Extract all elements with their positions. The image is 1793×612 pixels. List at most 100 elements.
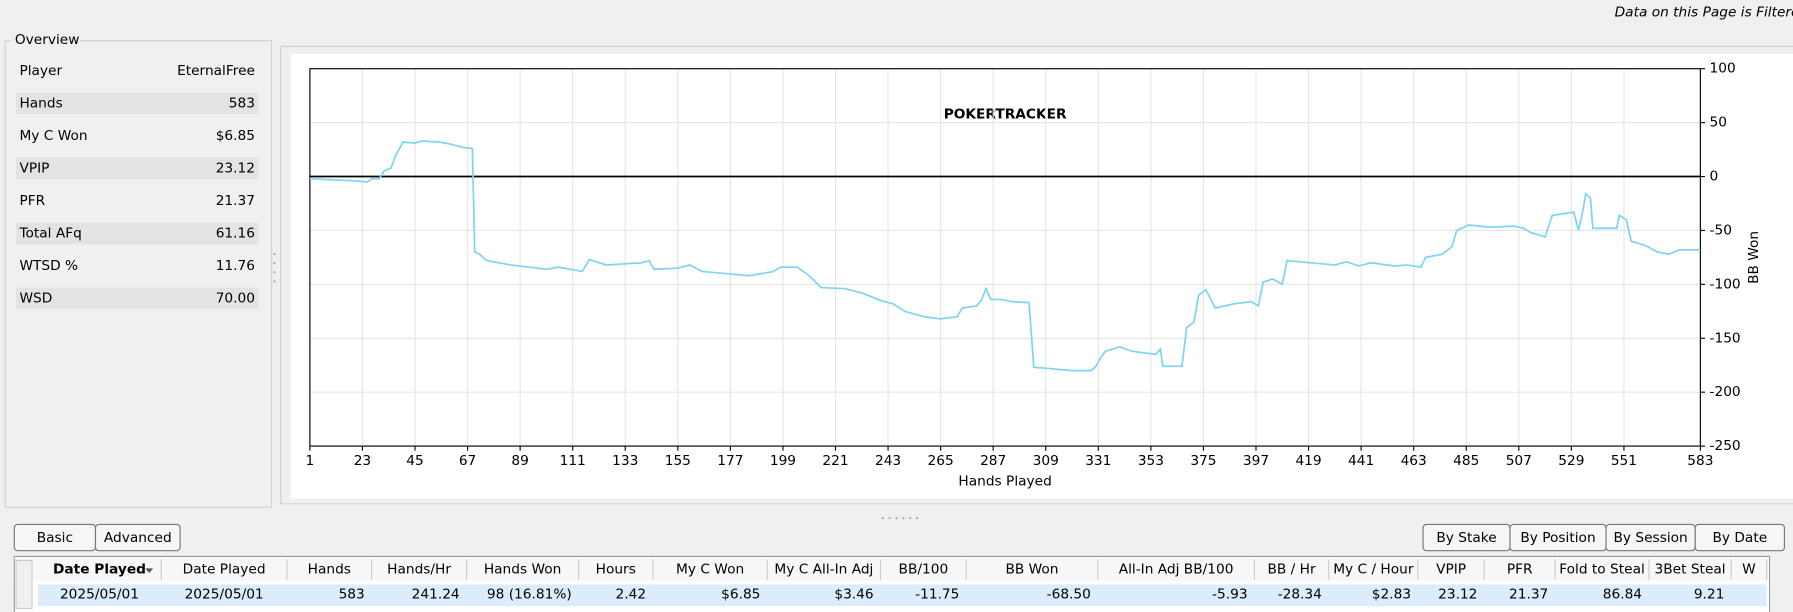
x-tick-label: 23 [354, 453, 371, 469]
x-tick-label: 265 [928, 453, 954, 469]
row-bg[interactable] [37, 584, 1767, 607]
column-header[interactable]: BB / Hr [1268, 562, 1316, 578]
x-axis-label: Hands Played [958, 474, 1051, 490]
x-tick-label: 463 [1401, 453, 1427, 469]
stat-value: 583 [229, 95, 255, 111]
row-bg [16, 92, 259, 115]
x-tick-label: 287 [980, 453, 1006, 469]
x-tick-label: 583 [1687, 453, 1713, 469]
stat-value: 21.37 [216, 193, 255, 209]
cell: -28.34 [1278, 587, 1322, 603]
cell: 2025/05/01 [185, 587, 264, 603]
cell: 9.21 [1694, 587, 1725, 603]
header-bg [14, 556, 1769, 582]
row-indicator [15, 559, 33, 610]
column-header[interactable]: 3Bet Steal [1655, 562, 1726, 578]
button-label[interactable]: Advanced [104, 530, 172, 546]
button[interactable] [94, 523, 181, 552]
controls: Basic Advanced By Stake By Position By Sessi… [13, 523, 1785, 612]
button-label[interactable]: By Date [1712, 530, 1767, 546]
column-header[interactable]: Hands/Hr [387, 562, 451, 578]
stat-label: Player [19, 63, 62, 79]
column-header[interactable]: BB Won [1005, 562, 1058, 578]
cell: 2.42 [616, 587, 647, 603]
cell: 583 [339, 587, 365, 603]
legend-bg [11, 32, 81, 49]
column-header[interactable]: My C Won [676, 562, 744, 578]
y-tick-label: 0 [1710, 169, 1719, 185]
button-label[interactable]: By Session [1614, 530, 1688, 546]
x-tick-label: 375 [1190, 453, 1216, 469]
stat-label: WTSD % [19, 258, 78, 274]
cell: 21.37 [1509, 587, 1548, 603]
row-bg [16, 157, 259, 180]
x-tick-label: 221 [822, 453, 848, 469]
stat-label: WSD [19, 290, 52, 306]
x-tick-label: 45 [406, 453, 423, 469]
y-tick-label: -50 [1710, 222, 1732, 238]
cell: 98 (16.81%) [487, 587, 572, 603]
button-label[interactable]: Basic [37, 530, 73, 546]
stat-label: My C Won [19, 128, 87, 144]
button-label[interactable]: By Stake [1436, 530, 1496, 546]
column-header[interactable]: Date Played [183, 562, 266, 578]
column-header[interactable]: VPIP [1436, 562, 1466, 578]
column-header[interactable]: My C / Hour [1333, 562, 1414, 578]
column-header[interactable]: Hours [596, 562, 636, 578]
y-tick-label: -100 [1710, 276, 1741, 292]
x-tick-label: 177 [717, 453, 743, 469]
x-tick-label: 1 [306, 453, 315, 469]
column-header[interactable]: W [1742, 562, 1756, 578]
row-bg [16, 287, 259, 310]
x-tick-label: 309 [1033, 453, 1059, 469]
column-header[interactable]: Hands [308, 562, 351, 578]
column-header[interactable]: Fold to Steal [1559, 562, 1645, 578]
stat-value: 11.76 [216, 258, 255, 274]
column-header[interactable]: Hands Won [484, 562, 561, 578]
x-tick-label: 67 [459, 453, 476, 469]
button[interactable] [1694, 523, 1785, 552]
x-tick-label: 155 [665, 453, 691, 469]
x-tick-label: 551 [1611, 453, 1637, 469]
chart-area [290, 53, 1793, 499]
column-header[interactable]: All-In Adj BB/100 [1119, 562, 1234, 578]
stat-label: Total AFq [18, 225, 81, 241]
x-tick-label: 529 [1558, 453, 1584, 469]
cell: $6.85 [721, 587, 760, 603]
stat-label: PFR [19, 193, 45, 209]
stat-value: 70.00 [216, 290, 255, 306]
x-tick-label: 331 [1085, 453, 1111, 469]
x-tick-label: 353 [1138, 453, 1164, 469]
cell: -11.75 [915, 587, 959, 603]
stat-value: $6.85 [216, 128, 255, 144]
data-line [309, 140, 1701, 372]
stat-label: Hands [19, 95, 62, 111]
watermark: POKERTRACKER [944, 106, 1067, 122]
cell: 2025/05/01 [60, 587, 139, 603]
column-header[interactable]: Date Played [53, 562, 146, 578]
filter-notice: Data on this Page is Filtered [1615, 5, 1793, 21]
x-tick-label: 199 [770, 453, 796, 469]
x-tick-label: 89 [511, 453, 528, 469]
x-tick-label: 243 [875, 453, 901, 469]
column-header[interactable]: PFR [1507, 562, 1533, 578]
column-header[interactable]: My C All-In Adj [774, 562, 873, 578]
button-label[interactable]: By Position [1520, 530, 1595, 546]
y-axis-label: BB Won [1746, 231, 1762, 284]
stat-value: 23.12 [216, 160, 255, 176]
stat-value: EternalFree [177, 63, 255, 79]
row-bg [16, 222, 259, 245]
cell: $2.83 [1372, 587, 1411, 603]
cell: $3.46 [834, 587, 873, 603]
x-tick-label: 111 [560, 453, 586, 469]
x-tick-label: 419 [1295, 453, 1321, 469]
cell: -68.50 [1047, 587, 1091, 603]
plot-frame [309, 68, 1701, 447]
column-header[interactable]: BB/100 [899, 562, 949, 578]
stat-label: VPIP [19, 160, 49, 176]
y-tick-label: -250 [1710, 438, 1741, 454]
cell: -5.93 [1212, 587, 1248, 603]
chart: POKERTRACKER 1 23 45 67 89 111 133 155 177 199 221 2… [306, 61, 1763, 490]
